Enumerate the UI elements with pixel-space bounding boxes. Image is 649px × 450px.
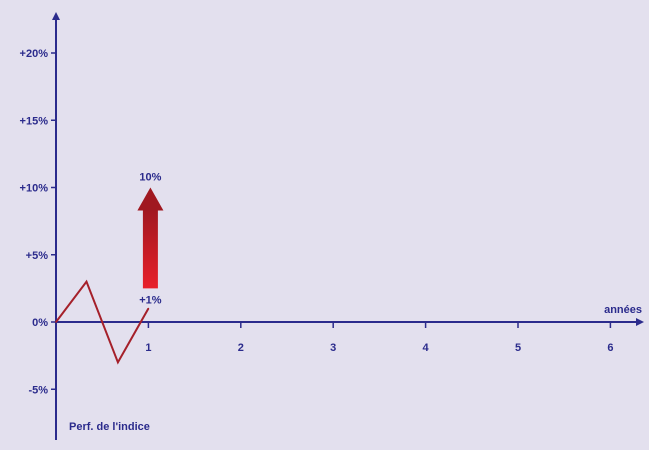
- y-axis-arrowhead: [52, 12, 60, 20]
- x-axis-arrowhead: [636, 318, 644, 326]
- arrow-bottom-label: +1%: [139, 294, 162, 306]
- x-tick-label: 5: [515, 342, 521, 354]
- y-tick-label: +10%: [20, 183, 49, 195]
- series-point: [117, 361, 119, 364]
- series-point: [55, 321, 57, 323]
- y-tick-label: 0%: [32, 317, 48, 329]
- x-tick-label: 4: [423, 342, 430, 354]
- y-tick-label: +15%: [20, 115, 49, 127]
- y-tick-label: +5%: [26, 250, 49, 262]
- x-tick-label: 2: [238, 342, 244, 354]
- x-tick-label: 3: [330, 342, 336, 354]
- arrow-shaft: [142, 209, 158, 289]
- series-point: [85, 280, 88, 283]
- arrow-top-label: 10%: [139, 172, 161, 184]
- y-tick-label: +20%: [20, 48, 49, 60]
- arrow-head: [137, 187, 164, 211]
- series-point: [147, 307, 150, 310]
- y-tick-label: -5%: [28, 384, 48, 396]
- x-axis-label: années: [604, 304, 642, 316]
- series-line: [55, 279, 150, 365]
- x-tick-label: 1: [145, 342, 151, 354]
- x-tick-label: 6: [607, 342, 613, 354]
- legend-label: Perf. de l'indice: [69, 421, 150, 433]
